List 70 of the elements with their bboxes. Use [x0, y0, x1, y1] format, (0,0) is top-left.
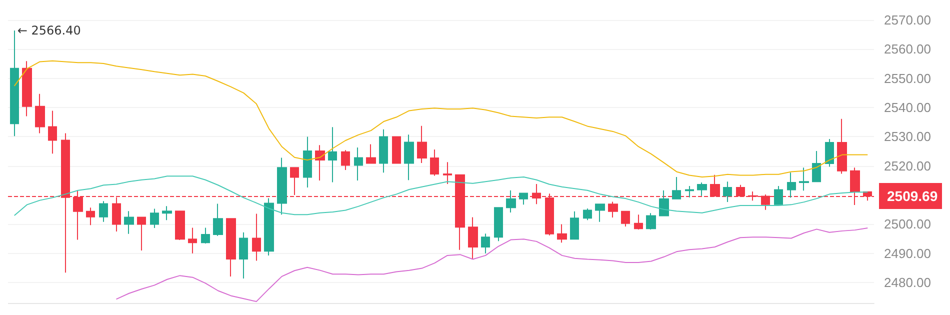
- candlestick: [162, 206, 172, 221]
- candlestick: [264, 198, 274, 256]
- y-tick-label: 2550.00: [884, 70, 931, 86]
- y-tick-label: 2500.00: [884, 216, 931, 232]
- candlestick: [570, 210, 579, 240]
- candlestick: [35, 93, 45, 134]
- candlestick: [392, 136, 401, 164]
- candlestick: [213, 203, 223, 236]
- candlestick: [621, 210, 630, 228]
- y-tick-label: 2560.00: [884, 42, 931, 57]
- candlestick: [583, 208, 592, 221]
- candlestick: [239, 232, 248, 279]
- candlestick: [10, 30, 19, 137]
- candlestick: [124, 210, 134, 234]
- candlestick: [825, 138, 834, 168]
- y-tick-label: 2530.00: [884, 129, 931, 144]
- y-tick-label: 2570.00: [884, 12, 931, 28]
- candlestick: [379, 128, 388, 174]
- candlestick: [672, 176, 681, 200]
- candlestick: [595, 204, 605, 222]
- candlestick: [48, 110, 57, 154]
- candlestick: [277, 157, 287, 216]
- candlestick: [341, 150, 350, 170]
- candlestick: [494, 207, 503, 242]
- candlestick: [404, 134, 414, 181]
- candlestick: [252, 213, 261, 262]
- candlestick: [443, 162, 452, 184]
- candlestick: [22, 60, 32, 117]
- candlestick: [290, 167, 299, 196]
- annotation: ← 2566.40: [17, 24, 81, 38]
- candlestick: [697, 182, 707, 196]
- candlestick: [481, 233, 490, 254]
- candlestick: [634, 214, 643, 230]
- candlestick: [506, 190, 516, 214]
- candlestick: [99, 200, 108, 222]
- candlestick: [799, 167, 809, 192]
- candlestick: [787, 172, 796, 198]
- candlestick: [86, 207, 95, 226]
- y-tick-label: 2520.00: [884, 158, 931, 174]
- candlestick: [175, 210, 185, 240]
- ref-line-label: 2509.69: [887, 188, 938, 204]
- candlestick: [137, 216, 146, 251]
- candlestick: [354, 146, 363, 181]
- candlestick: [328, 126, 337, 183]
- candlestick: [417, 125, 427, 164]
- candlestick: [188, 227, 197, 254]
- candlestick: [557, 224, 567, 244]
- candlestick: [519, 192, 528, 206]
- candlestick: [774, 186, 783, 205]
- line-series: [116, 228, 868, 302]
- candlestick: [303, 136, 312, 188]
- candlestick: [201, 227, 210, 244]
- y-tick-label: 2540.00: [884, 100, 931, 116]
- y-tick-label: 2480.00: [884, 275, 931, 290]
- candlestick: [150, 208, 159, 229]
- line-series: [14, 176, 868, 216]
- candlestick: [646, 212, 656, 230]
- candlestick: [315, 144, 325, 181]
- y-tick-label: 2490.00: [884, 246, 931, 261]
- candlestick: [659, 190, 669, 216]
- candlestick: [685, 186, 694, 198]
- candlestick: [468, 216, 478, 260]
- candlestick: [812, 150, 821, 182]
- candlestick: [723, 181, 732, 203]
- candlestick: [226, 218, 236, 277]
- candlestick: [366, 144, 376, 164]
- candlestick: [430, 149, 439, 176]
- candlestick: [837, 118, 847, 174]
- candlestick: [608, 201, 618, 218]
- line-series: [14, 60, 868, 178]
